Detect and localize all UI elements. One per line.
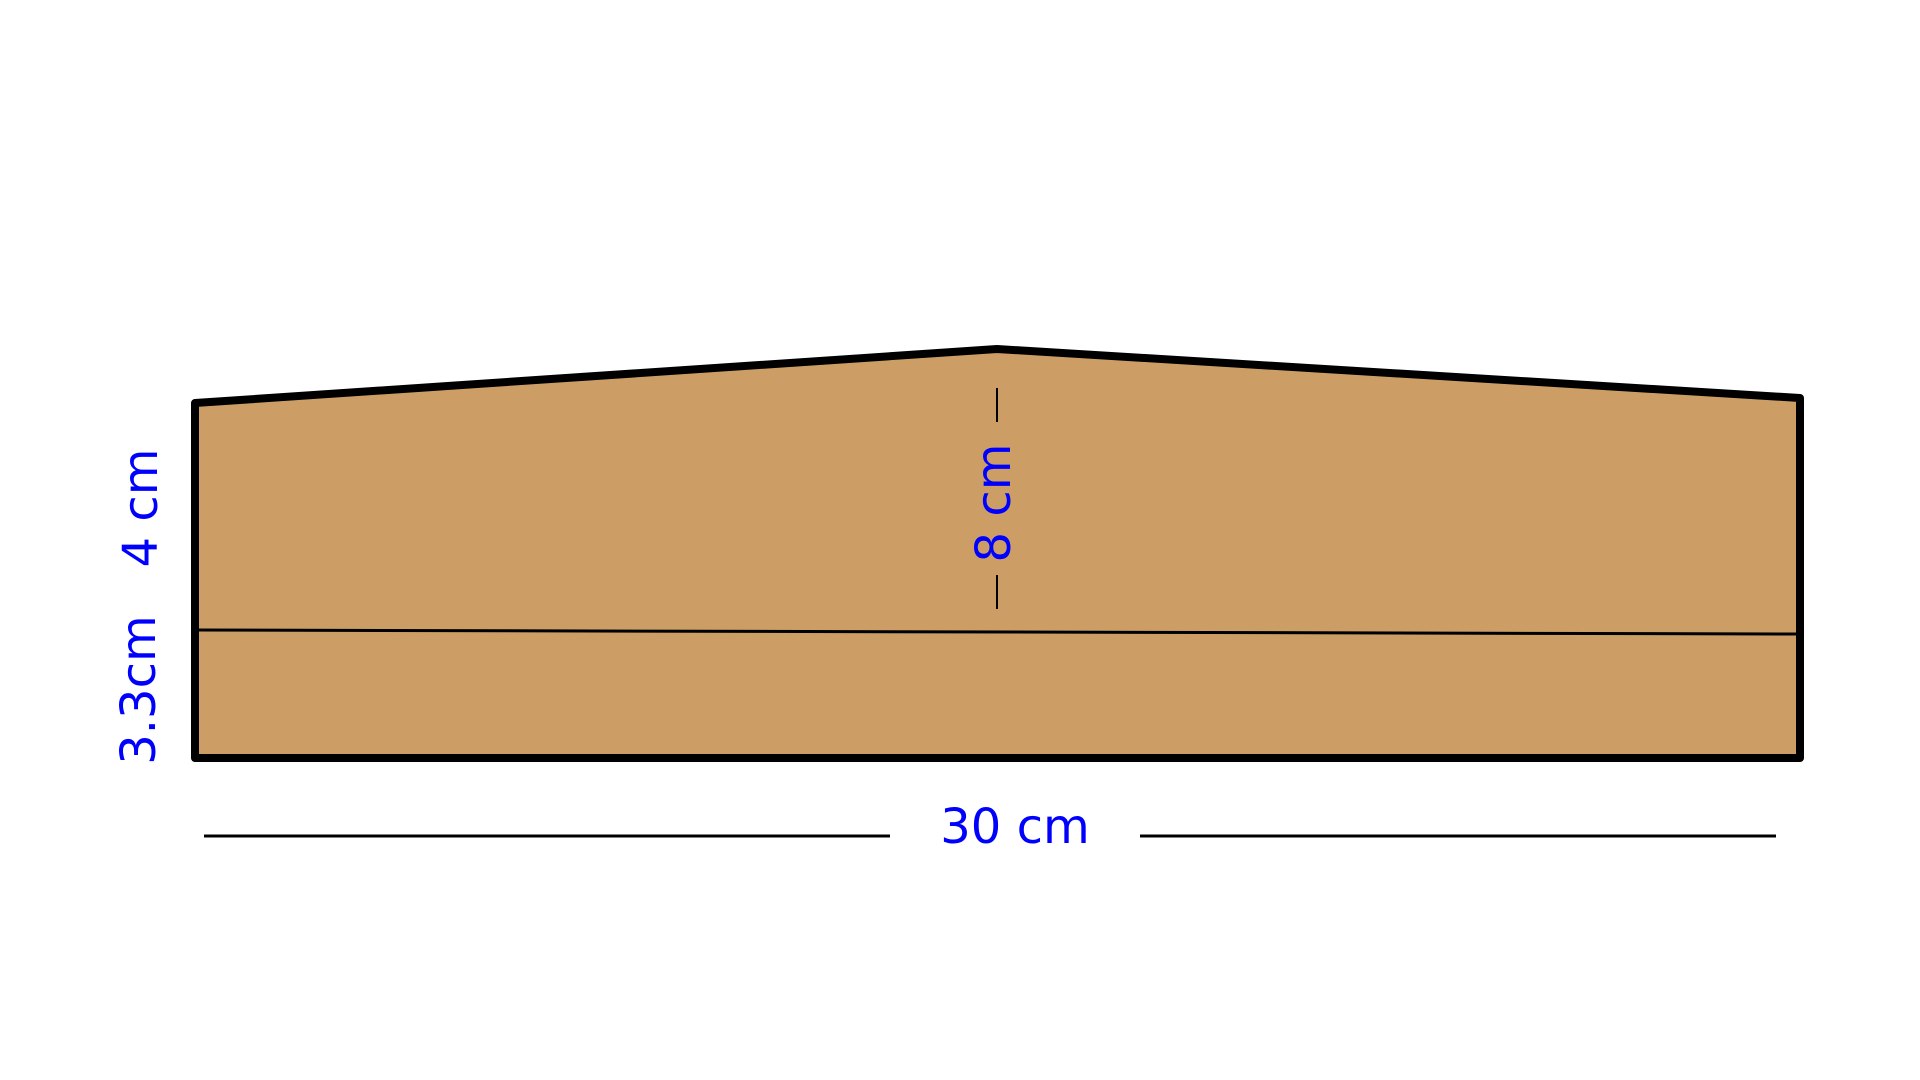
left-lower-label: 3.3cm [111,615,167,764]
peaked-board-shape [191,345,1804,762]
left-upper-label: 4 cm [113,449,169,568]
center-height-label: 8 cm [966,444,1022,563]
divider-line [196,628,1799,636]
bottom-width-label: 30 cm [940,799,1089,855]
